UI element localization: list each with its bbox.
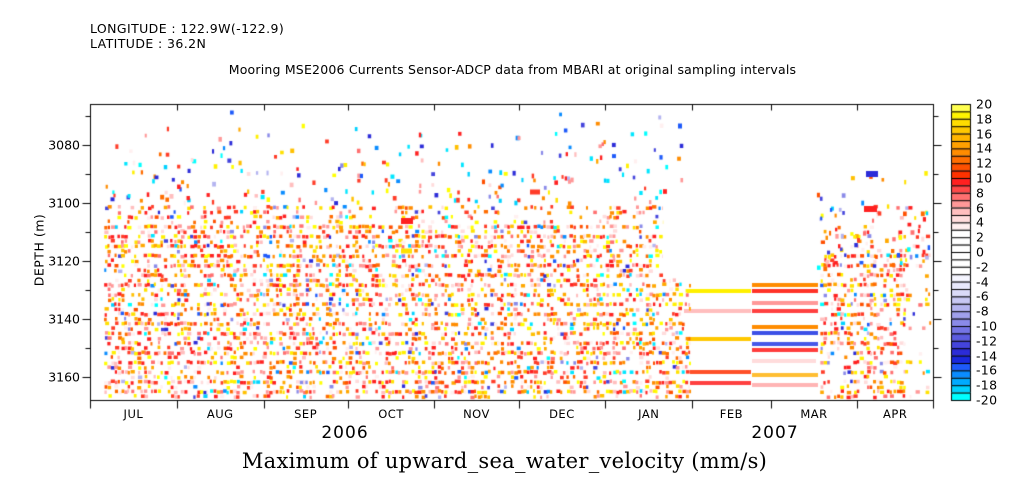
colorbar-label-8: 8: [976, 185, 985, 201]
colorbar-label--20: -20: [976, 392, 998, 408]
month-label-sep: SEP: [294, 407, 318, 421]
y-tick-label-3080: 3080: [48, 137, 80, 153]
y-tick-label-3160: 3160: [48, 369, 80, 385]
colorbar-label-20: 20: [976, 96, 993, 112]
colorbar-label--18: -18: [976, 377, 998, 393]
colorbar-label--2: -2: [976, 259, 990, 275]
colorbar-label--12: -12: [976, 333, 998, 349]
year-label-2007: 2007: [751, 423, 799, 443]
month-label-oct: OCT: [378, 407, 404, 421]
colorbar-label-18: 18: [976, 111, 993, 127]
colorbar-label-4: 4: [976, 214, 985, 230]
footer-title: Maximum of upward_sea_water_velocity (mm…: [241, 449, 768, 473]
colorbar-label-2: 2: [976, 229, 985, 245]
colorbar-label-10: 10: [976, 170, 993, 186]
y-tick-label-3100: 3100: [48, 195, 80, 211]
colorbar-label-16: 16: [976, 126, 993, 142]
month-label-feb: FEB: [719, 407, 743, 421]
y-tick-label-3120: 3120: [48, 253, 80, 269]
month-label-jan: JAN: [638, 407, 660, 421]
colorbar-label--16: -16: [976, 362, 998, 378]
month-label-dec: DEC: [549, 407, 575, 421]
month-label-jul: JUL: [123, 407, 144, 421]
colorbar-label--6: -6: [976, 288, 990, 304]
colorbar-label--14: -14: [976, 348, 998, 364]
plot-title: Mooring MSE2006 Currents Sensor-ADCP dat…: [228, 62, 797, 77]
month-label-aug: AUG: [206, 407, 234, 421]
longitude-label: LONGITUDE : 122.9W(-122.9): [90, 21, 285, 36]
y-tick-label-3140: 3140: [48, 311, 80, 327]
latitude-label: LATITUDE : 36.2N: [90, 36, 207, 51]
colorbar-label-6: 6: [976, 200, 985, 216]
colorbar-label-12: 12: [976, 155, 993, 171]
y-axis-label: DEPTH (m): [31, 213, 47, 287]
year-label-2006: 2006: [321, 423, 369, 443]
month-label-nov: NOV: [463, 407, 490, 421]
month-label-mar: MAR: [800, 407, 828, 421]
colorbar-label--8: -8: [976, 303, 990, 319]
colorbar-label-0: 0: [976, 244, 985, 260]
colorbar-label--4: -4: [976, 274, 990, 290]
colorbar-label-14: 14: [976, 140, 993, 156]
month-label-apr: APR: [883, 407, 908, 421]
colorbar-label--10: -10: [976, 318, 998, 334]
